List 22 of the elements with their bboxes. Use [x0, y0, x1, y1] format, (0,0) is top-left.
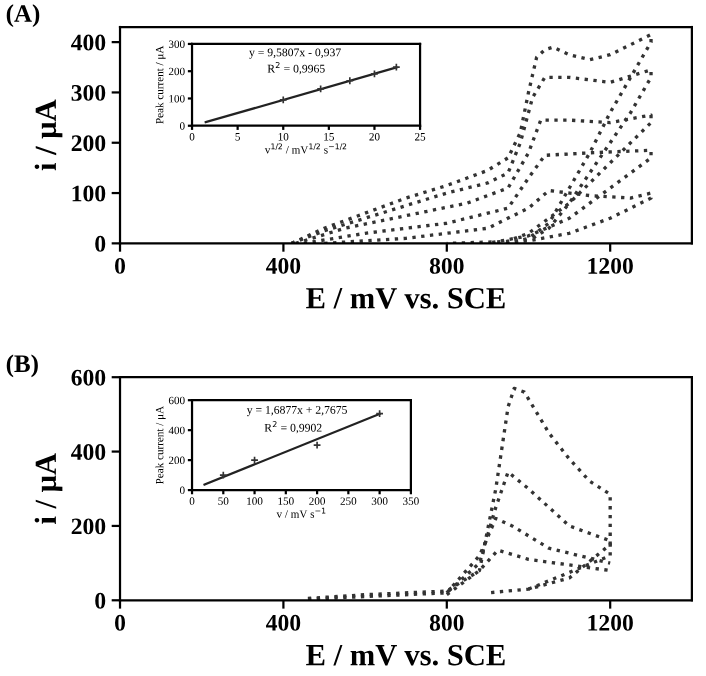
x-tick-label: 0 — [115, 257, 126, 274]
x-axis-title: E / mV vs. SCE — [306, 287, 505, 309]
chart-title: (A) — [6, 4, 40, 28]
x-axis-title: E / mV vs. SCE — [306, 644, 505, 666]
x-tick-label: 800 — [429, 614, 464, 631]
x-tick-label: 400 — [266, 614, 301, 631]
y-tick-label: 0 — [95, 592, 106, 609]
y-tick-label: 300 — [71, 84, 106, 101]
y-axis-title: i / μA — [34, 453, 63, 524]
y-tick-label: 100 — [72, 185, 106, 202]
x-tick-label: 800 — [429, 257, 464, 274]
x-tick-label: 0 — [115, 614, 126, 631]
y-tick-label: 400 — [71, 34, 106, 51]
chart-title: (B) — [6, 354, 38, 378]
x-tick-label: 1200 — [588, 614, 633, 631]
x-tick-label: 400 — [266, 257, 301, 274]
y-tick-label: 400 — [71, 444, 106, 460]
y-axis-title: i / μA — [34, 99, 63, 171]
y-tick-label: 0 — [95, 235, 106, 252]
x-tick-label: 1200 — [588, 257, 633, 274]
y-tick-label: 200 — [71, 518, 106, 535]
y-tick-label: 600 — [71, 369, 106, 386]
